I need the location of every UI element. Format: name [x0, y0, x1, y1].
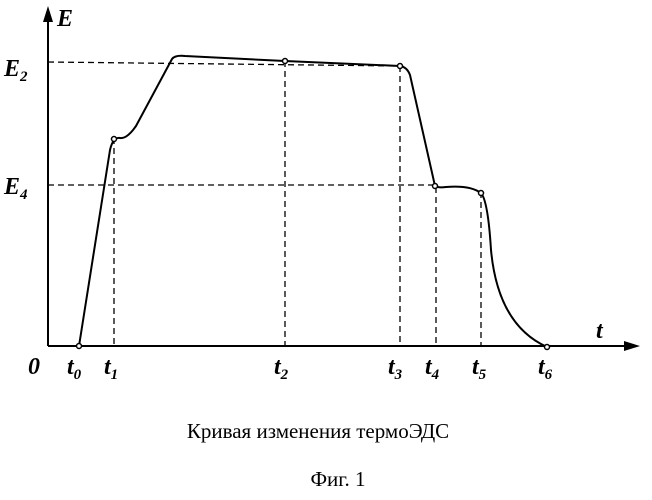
- e2-level-guide: [47, 61, 401, 67]
- t4-point: [431, 182, 439, 190]
- t5-point: [477, 189, 485, 197]
- t0-label: t0: [67, 354, 82, 383]
- t3-label: t3: [388, 354, 403, 383]
- t6-point: [543, 343, 551, 351]
- t2-label: t2: [274, 354, 289, 383]
- y-axis-label: E: [56, 6, 73, 32]
- x-axis-arrow-icon: [624, 341, 640, 351]
- t1-point: [110, 135, 118, 143]
- y-axis-arrow-icon: [43, 6, 53, 22]
- t3-point: [396, 62, 404, 70]
- figure-label: Фиг. 1: [310, 467, 365, 491]
- figure-caption: Кривая изменения термоЭДС: [187, 419, 449, 443]
- thermo-emf-curve: [78, 54, 548, 348]
- t0-point: [75, 342, 83, 350]
- t4-label: t4: [425, 354, 440, 383]
- t5-label: t5: [472, 354, 487, 383]
- t1-label: t1: [104, 354, 118, 383]
- e2-label: E2: [3, 56, 28, 85]
- t6-label: t6: [538, 354, 553, 383]
- x-axis-label: t: [596, 318, 604, 344]
- e4-label: E4: [3, 174, 28, 203]
- t2-point: [281, 57, 289, 65]
- origin-label: 0: [28, 354, 40, 380]
